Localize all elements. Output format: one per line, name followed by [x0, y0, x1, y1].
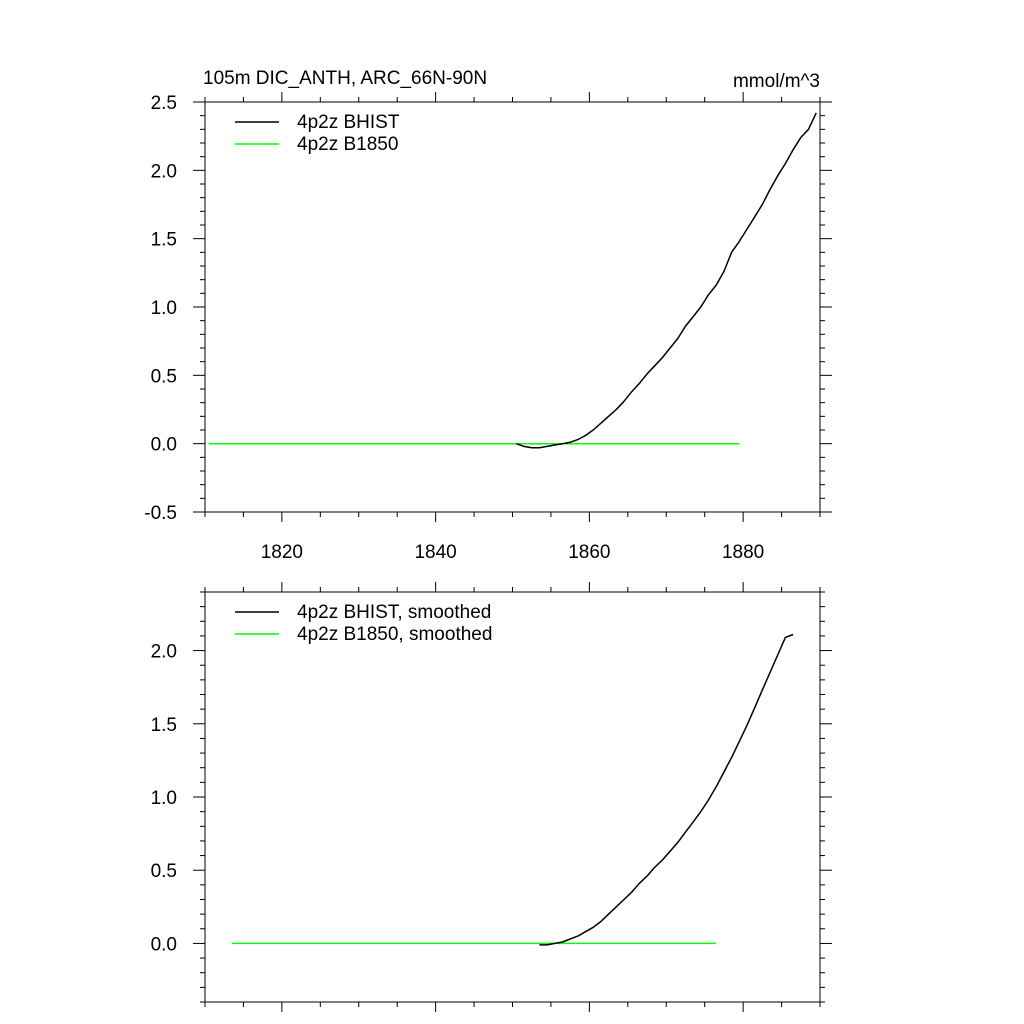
legend-label: 4p2z B1850 — [297, 134, 398, 155]
y-tick-label: 2.0 — [151, 161, 177, 182]
x-tick-label: 1840 — [414, 542, 456, 563]
y-tick-label: 0.0 — [151, 934, 177, 955]
top-panel: 1820 1840 1860 1880 -0.5 0.0 0.5 1.0 1.5 2.0 2.5 4p… — [144, 92, 832, 563]
y-tick-label: 1.0 — [151, 298, 177, 319]
chart-title: 105m DIC_ANTH, ARC_66N-90N — [203, 68, 487, 89]
y-tick-label: 2.5 — [151, 93, 177, 114]
x-tick-label: 1860 — [568, 542, 610, 563]
chart-units-label: mmol/m^3 — [733, 71, 820, 92]
legend-label: 4p2z BHIST, smoothed — [297, 602, 491, 623]
legend-label: 4p2z BHIST — [297, 112, 400, 133]
series-line-0 — [516, 112, 817, 449]
plot-frame — [204, 591, 821, 1003]
y-tick-label: 1.0 — [151, 788, 177, 809]
y-tick-label: 0.5 — [151, 861, 177, 882]
y-tick-label: 1.5 — [151, 230, 177, 251]
bottom-panel: 0.0 0.5 1.0 1.5 2.0 4p2z BHIST, smoothed4p2z … — [151, 582, 832, 1012]
y-tick-label: -0.5 — [144, 503, 177, 524]
legend-label: 4p2z B1850, smoothed — [297, 624, 492, 645]
y-tick-label: 1.5 — [151, 715, 177, 736]
series-line-0 — [539, 633, 794, 946]
x-tick-label: 1820 — [261, 542, 303, 563]
x-tick-label: 1880 — [722, 542, 764, 563]
y-tick-label: 0.0 — [151, 435, 177, 456]
y-tick-label: 2.0 — [151, 642, 177, 663]
y-tick-label: 0.5 — [151, 366, 177, 387]
plot-frame — [204, 101, 821, 513]
